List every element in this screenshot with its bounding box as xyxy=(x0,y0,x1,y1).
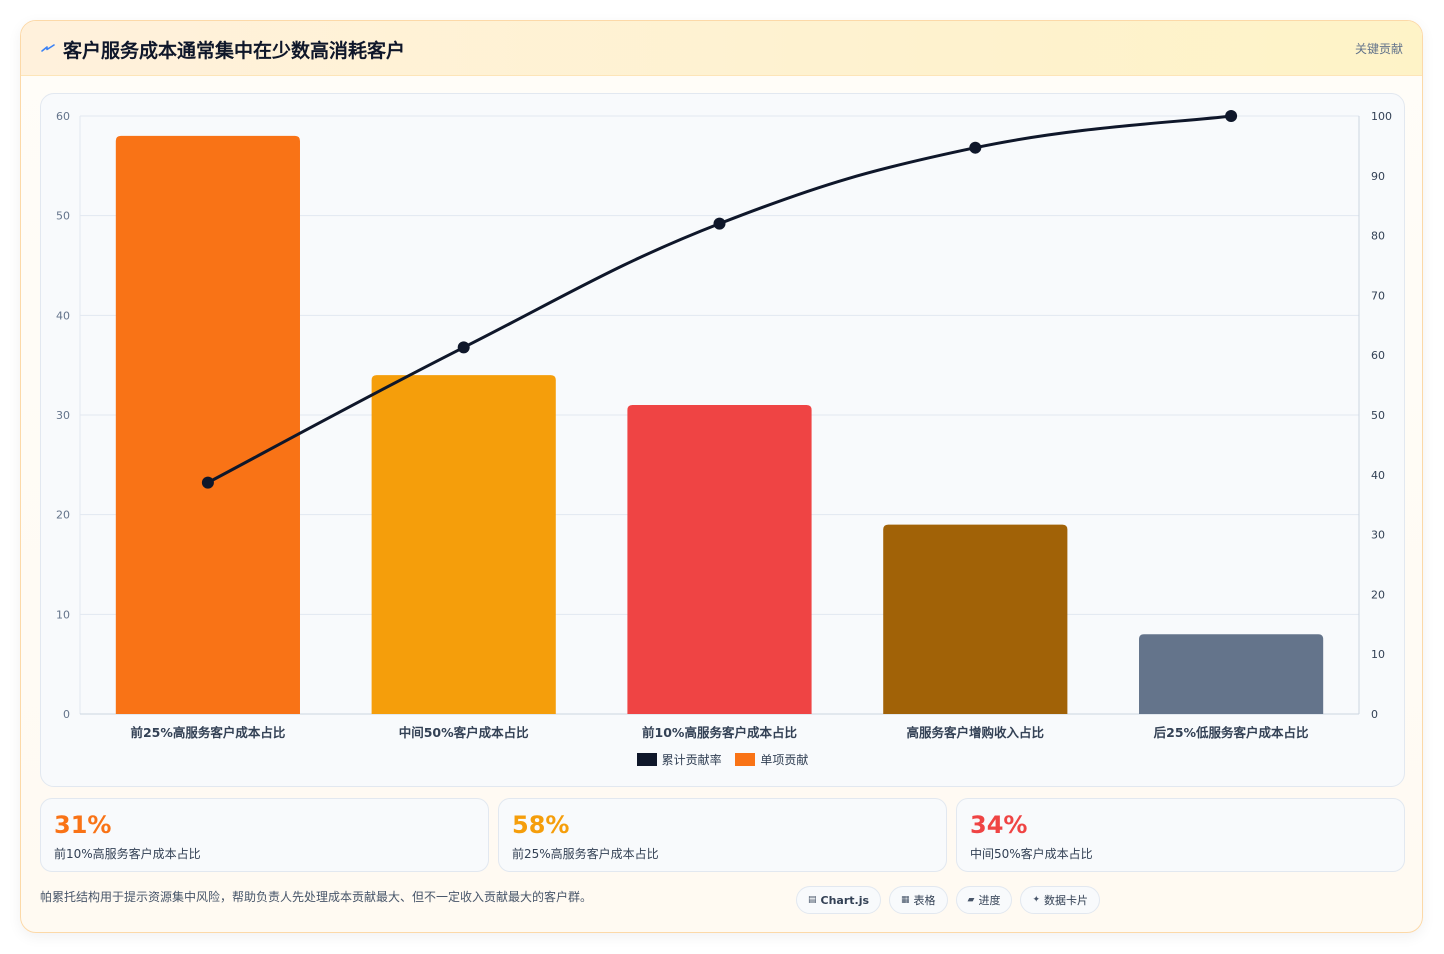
chip-data-card[interactable]: ✦ 数据卡片 xyxy=(1020,886,1101,914)
chart-card: 客户服务成本通常集中在少数高消耗客户 关键贡献 0 10 20 30 40 50 60 0 10… xyxy=(20,20,1423,933)
bar xyxy=(627,405,812,714)
chip-label: 数据卡片 xyxy=(1044,894,1089,907)
line-point xyxy=(1225,110,1238,122)
stat-value: 58% xyxy=(512,811,570,839)
chip-progress[interactable]: ▰ 进度 xyxy=(955,886,1013,914)
x-tick-label: 后25%低服务客户成本占比 xyxy=(1154,725,1309,740)
legend-item-single[interactable]: 单项贡献 xyxy=(735,751,808,768)
stat-label: 前10%高服务客户成本占比 xyxy=(54,847,201,861)
y-right-tick-label: 80 xyxy=(1371,230,1385,243)
bar xyxy=(1139,634,1324,714)
chip-label: 进度 xyxy=(978,894,1001,907)
y-right-tick-label: 20 xyxy=(1371,588,1385,601)
tool-chips: ▤ Chart.js ▦ 表格 ▰ 进度 ✦ 数据卡片 xyxy=(796,886,1101,914)
y-right-tick-label: 50 xyxy=(1371,409,1385,422)
chart-icon: ▤ xyxy=(808,895,817,905)
y-right-tick-label: 100 xyxy=(1371,110,1392,123)
y-right-tick-label: 90 xyxy=(1371,170,1385,183)
line-point xyxy=(969,141,982,154)
chip-label: 表格 xyxy=(913,894,936,907)
y-right-tick-label: 70 xyxy=(1371,289,1385,302)
x-tick-label: 前25%高服务客户成本占比 xyxy=(130,725,285,740)
stat-card-middle50: 34% 中间50%客户成本占比 xyxy=(956,798,1405,872)
stat-value: 31% xyxy=(54,811,112,839)
bar xyxy=(115,135,300,714)
legend-label: 累计贡献率 xyxy=(661,753,722,767)
y-right-tick-label: 30 xyxy=(1371,529,1385,542)
stat-card-top10: 31% 前10%高服务客户成本占比 xyxy=(40,798,489,872)
x-tick-label: 前10%高服务客户成本占比 xyxy=(642,725,797,740)
line-point xyxy=(457,341,470,354)
chart-legend: 累计贡献率 单项贡献 xyxy=(41,751,1404,769)
chip-chartjs[interactable]: ▤ Chart.js xyxy=(796,886,882,914)
footnote: 帕累托结构用于提示资源集中风险，帮助负责人先处理成本贡献最大、但不一定收入贡献最… xyxy=(40,890,593,904)
y-right-tick-label: 10 xyxy=(1371,648,1385,661)
y-left-tick-label: 60 xyxy=(56,110,70,123)
legend-label: 单项贡献 xyxy=(760,753,809,767)
stat-label: 前25%高服务客户成本占比 xyxy=(512,847,659,861)
y-left-tick-label: 50 xyxy=(56,210,70,223)
legend-swatch xyxy=(735,753,756,766)
chart-panel: 0 10 20 30 40 50 60 0 10 20 30 40 50 60 70 80 90 100 前25%高… xyxy=(40,93,1405,787)
bar xyxy=(371,375,556,714)
y-right-tick-label: 0 xyxy=(1371,708,1378,721)
chip-label: Chart.js xyxy=(820,893,870,907)
chip-table[interactable]: ▦ 表格 xyxy=(889,886,948,914)
bar xyxy=(883,524,1068,714)
progress-icon: ▰ xyxy=(967,895,975,905)
sparkle-icon: ✦ xyxy=(1032,895,1041,905)
y-right-tick-label: 40 xyxy=(1371,469,1385,482)
line-point xyxy=(201,476,214,489)
legend-item-cumulative[interactable]: 累计贡献率 xyxy=(636,751,722,768)
stat-label: 中间50%客户成本占比 xyxy=(970,847,1093,861)
key-contribution-label: 关键贡献 xyxy=(1354,42,1403,56)
x-tick-label: 中间50%客户成本占比 xyxy=(399,725,529,740)
card-header: 客户服务成本通常集中在少数高消耗客户 关键贡献 xyxy=(21,21,1422,76)
y-left-tick-label: 40 xyxy=(56,309,70,322)
lightning-icon xyxy=(41,44,55,52)
pareto-chart: 0 10 20 30 40 50 60 0 10 20 30 40 50 60 70 80 90 100 前25%高… xyxy=(56,110,1392,740)
y-left-tick-label: 30 xyxy=(56,409,70,422)
page-title: 客户服务成本通常集中在少数高消耗客户 xyxy=(63,40,406,62)
stat-card-top25: 58% 前25%高服务客户成本占比 xyxy=(498,798,947,872)
y-left-tick-label: 20 xyxy=(56,509,70,522)
y-right-tick-label: 60 xyxy=(1371,349,1385,362)
legend-swatch xyxy=(636,753,657,766)
stat-value: 34% xyxy=(970,811,1028,839)
x-tick-label: 高服务客户增购收入占比 xyxy=(907,725,1045,740)
line-point xyxy=(713,217,726,230)
y-left-tick-label: 10 xyxy=(56,608,70,621)
y-left-tick-label: 0 xyxy=(63,708,70,721)
table-icon: ▦ xyxy=(901,895,910,905)
